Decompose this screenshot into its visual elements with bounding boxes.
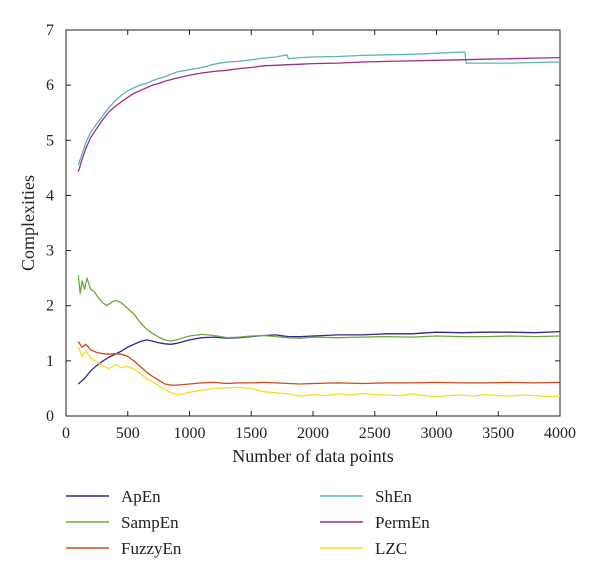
x-tick-label: 500 bbox=[116, 425, 140, 442]
series-line-lzc bbox=[77, 346, 561, 398]
x-tick-label: 1500 bbox=[235, 425, 267, 442]
legend-label-permen: PermEn bbox=[375, 513, 430, 532]
y-tick-label: 5 bbox=[46, 132, 54, 149]
plot-area bbox=[65, 29, 561, 417]
legend-label-fuzzyen: FuzzyEn bbox=[121, 539, 182, 558]
y-tick-label: 2 bbox=[46, 298, 54, 315]
x-tick-label: 3500 bbox=[482, 425, 514, 442]
legend-label-shen: ShEn bbox=[375, 487, 412, 506]
x-tick-label: 4000 bbox=[544, 425, 576, 442]
series-line-apen bbox=[77, 330, 561, 385]
series-lines bbox=[77, 51, 561, 398]
y-tick-label: 7 bbox=[46, 22, 54, 39]
y-tick-label: 4 bbox=[46, 187, 54, 204]
y-tick-label: 0 bbox=[46, 408, 54, 425]
legend-label-apen: ApEn bbox=[121, 487, 161, 506]
series-line-sampen bbox=[77, 275, 561, 342]
x-tick-label: 3000 bbox=[421, 425, 453, 442]
series-line-permen bbox=[77, 56, 561, 172]
legend-label-sampen: SampEn bbox=[121, 513, 179, 532]
x-tick-label: 0 bbox=[62, 425, 70, 442]
series-line-fuzzyen bbox=[77, 341, 561, 386]
y-axis-title: Complexities bbox=[18, 175, 38, 271]
x-axis-title: Number of data points bbox=[232, 446, 393, 466]
series-line-shen bbox=[77, 51, 561, 166]
x-tick-label: 2000 bbox=[297, 425, 329, 442]
x-tick-label: 2500 bbox=[359, 425, 391, 442]
y-tick-label: 3 bbox=[46, 243, 54, 260]
legend-label-lzc: LZC bbox=[375, 539, 407, 558]
x-tick-label: 1000 bbox=[174, 425, 206, 442]
y-tick-label: 6 bbox=[46, 77, 54, 94]
legend: ApEn SampEn FuzzyEn ShEn PermEn LZC bbox=[66, 487, 430, 558]
y-tick-label: 1 bbox=[46, 353, 54, 370]
axis-ticks: 0 500 1000 1500 2000 2500 3000 3500 4000 0 1 2 3 4 5 6 7 bbox=[46, 22, 576, 442]
